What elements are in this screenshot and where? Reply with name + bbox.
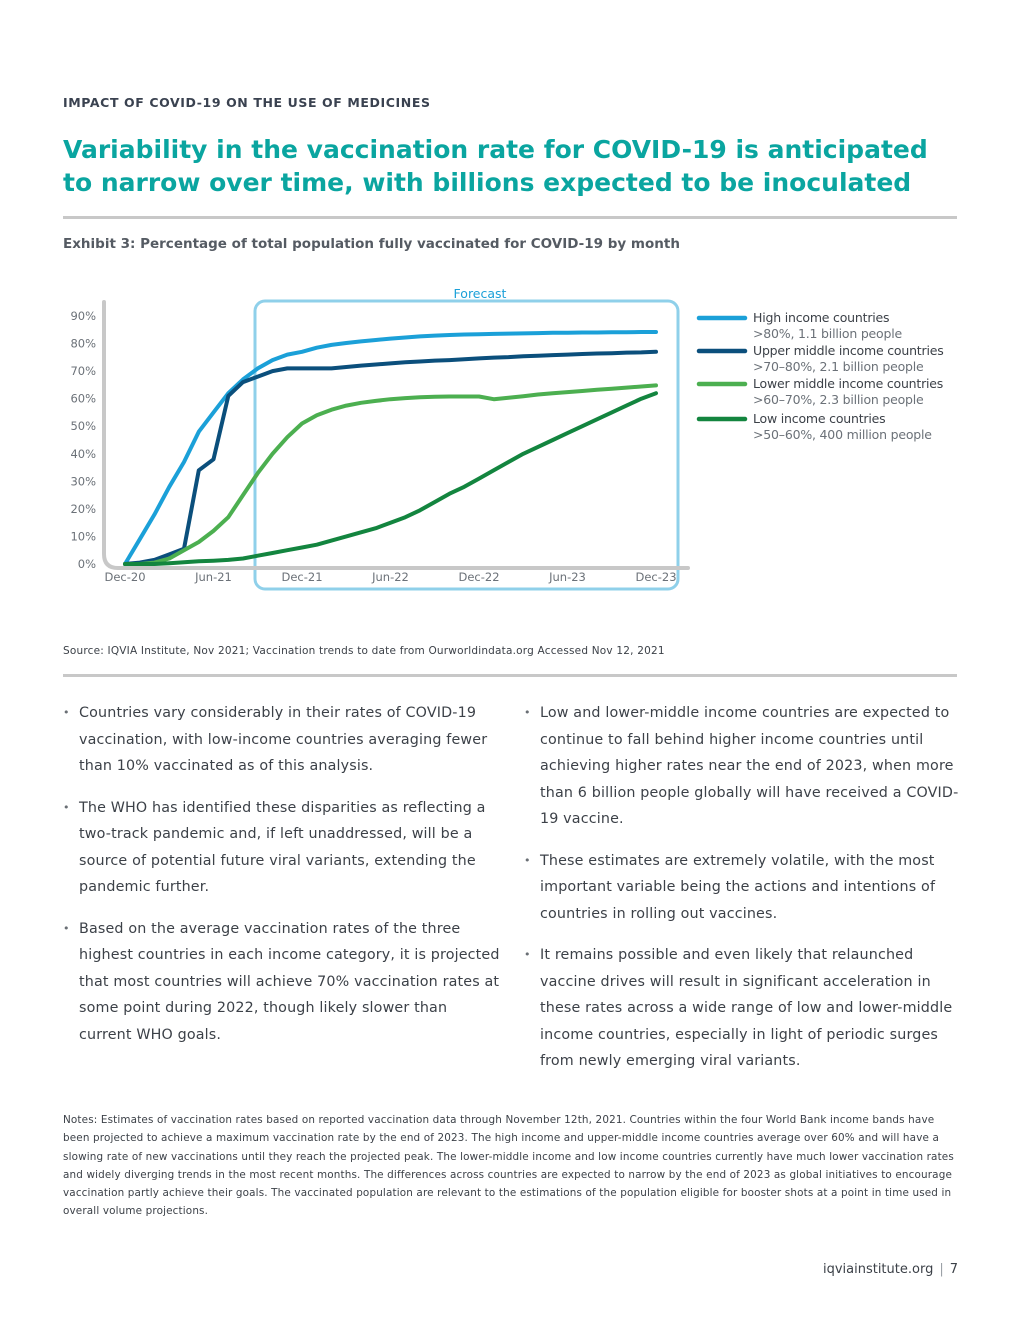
- x-tick-label: Dec-23: [635, 570, 676, 584]
- legend-sub-low: >50–60%, 400 million people: [753, 427, 932, 442]
- footer-separator: |: [939, 1262, 944, 1277]
- x-tick-label: Dec-22: [458, 570, 499, 584]
- y-tick-label: 30%: [70, 474, 96, 488]
- notes: Notes: Estimates of vaccination rates ba…: [63, 1114, 954, 1218]
- y-tick-label: 0%: [78, 557, 96, 571]
- section-kicker: IMPACT OF COVID-19 ON THE USE OF MEDICIN…: [63, 95, 431, 110]
- legend-label-upper: Upper middle income countries: [753, 343, 944, 358]
- x-tick-label: Dec-21: [281, 570, 322, 584]
- page-footer: iqviainstitute.org | 7: [823, 1262, 958, 1277]
- exhibit-title: Exhibit 3: Percentage of total populatio…: [63, 236, 680, 252]
- title-divider: [63, 216, 957, 219]
- series-line-high: [123, 330, 658, 566]
- forecast-region: [253, 299, 680, 591]
- y-tick-label: 70%: [70, 364, 96, 378]
- chart-axes: [102, 300, 690, 570]
- x-tick-label: Jun-21: [194, 570, 232, 584]
- source-note: Source: IQVIA Institute, Nov 2021; Vacci…: [63, 645, 665, 657]
- y-tick-label: 20%: [70, 502, 96, 516]
- y-tick-label: 10%: [70, 529, 96, 543]
- y-tick-label: 40%: [70, 447, 96, 461]
- legend-label-high: High income countries: [753, 310, 889, 325]
- y-tick-label: 50%: [70, 419, 96, 433]
- y-tick-label: 80%: [70, 337, 96, 351]
- y-tick-label: 60%: [70, 392, 96, 406]
- bullets-left: Countries vary considerably in their rat…: [63, 700, 503, 1063]
- y-tick-label: 90%: [70, 309, 96, 323]
- left-bullet-1: Countries vary considerably in their rat…: [63, 700, 503, 780]
- legend-label-low: Low income countries: [753, 411, 885, 426]
- right-bullet-2: These estimates are extremely volatile, …: [524, 848, 964, 928]
- page-number: 7: [949, 1262, 958, 1277]
- right-bullet-3: It remains possible and even likely that…: [524, 942, 964, 1075]
- legend-label-lower: Lower middle income countries: [753, 376, 943, 391]
- series-line-upper: [123, 349, 658, 566]
- legend-sub-lower: >60–70%, 2.3 billion people: [753, 392, 924, 407]
- x-tick-label: Dec-20: [104, 570, 145, 584]
- x-tick-label: Jun-22: [371, 570, 409, 584]
- page-title: Variability in the vaccination rate for …: [63, 135, 928, 197]
- right-bullet-1: Low and lower-middle income countries ar…: [524, 700, 964, 833]
- bullets-right: Low and lower-middle income countries ar…: [524, 700, 964, 1090]
- left-bullet-2: The WHO has identified these disparities…: [63, 795, 503, 901]
- series-line-lower: [123, 383, 658, 566]
- x-tick-label: Jun-23: [548, 570, 586, 584]
- series-line-low: [123, 391, 658, 566]
- left-bullet-3: Based on the average vaccination rates o…: [63, 916, 503, 1049]
- legend-sub-high: >80%, 1.1 billion people: [753, 326, 903, 341]
- footer-site: iqviainstitute.org: [822, 1262, 934, 1277]
- forecast-label: Forecast: [454, 286, 507, 301]
- vaccination-line-chart: Forecast 0% 10% 20% 30% 40% 50% 60% 70% 80% 90% Dec…: [70, 286, 944, 591]
- source-divider: [63, 674, 957, 677]
- legend-sub-upper: >70–80%, 2.1 billion people: [753, 359, 924, 374]
